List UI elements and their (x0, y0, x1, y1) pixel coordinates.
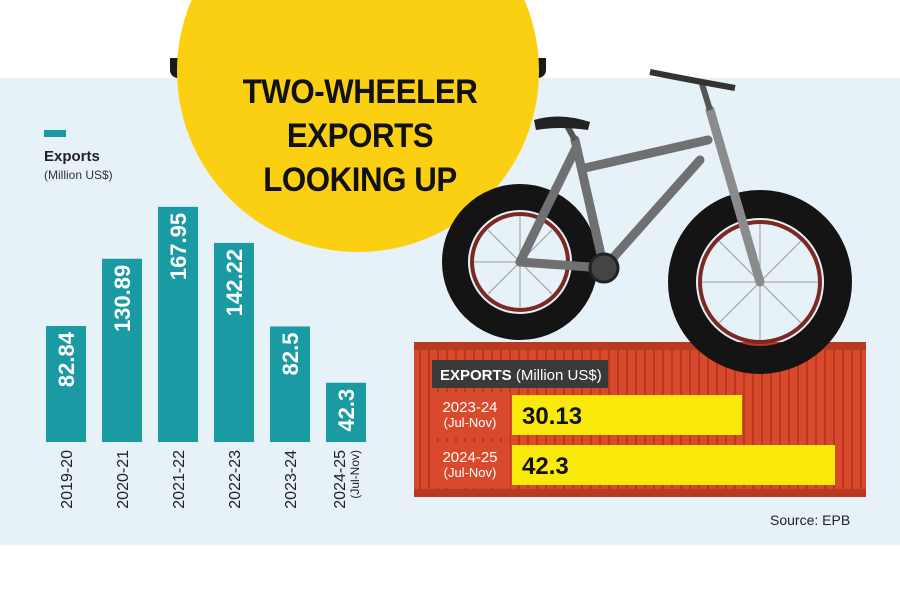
category-label: 2020-21 (115, 450, 132, 509)
bar-value-label: 142.22 (222, 249, 247, 316)
front-fork (705, 105, 765, 287)
title-line-2: EXPORTS (286, 117, 434, 155)
hbar-header-unit: (Million US$) (516, 367, 602, 384)
legend-swatch (44, 130, 66, 137)
category-label: 2023-24 (283, 450, 300, 509)
title-line-3: LOOKING UP (263, 161, 457, 199)
bar-value-label: 82.84 (54, 331, 79, 387)
vertical-bar-chart: 82.84 2019-20 130.89 2020-21 167.95 2021-22 14… (46, 206, 366, 509)
legend-label: Exports (44, 148, 100, 165)
handlebar (649, 69, 736, 91)
legend-unit: (Million US$) (44, 168, 113, 182)
bar-2022-23 (214, 242, 254, 442)
hbar-label-box (430, 392, 510, 438)
hbar-header-bold: EXPORTS (440, 367, 516, 384)
bar-value-label: 42.3 (334, 389, 359, 432)
category-label: 2024-25 (332, 450, 349, 509)
hbar-category-label: 2023-24 (442, 399, 497, 416)
bar-value-label: 82.5 (278, 333, 303, 376)
hbar-header-box (432, 360, 608, 388)
chainring (588, 252, 620, 284)
hbar-bar (512, 445, 835, 485)
category-label: 2022-23 (227, 450, 244, 509)
rear-tire (442, 184, 598, 340)
saddle (534, 116, 590, 130)
bar-2021-22 (158, 206, 198, 442)
bar-value-label: 130.89 (110, 265, 135, 332)
title-line-1: TWO-WHEELER (242, 73, 478, 111)
front-tire (668, 190, 852, 374)
hbar-category-label: 2024-25 (442, 449, 497, 466)
category-label: 2021-22 (171, 450, 188, 509)
category-label: (Jul-Nov) (348, 450, 362, 499)
bar-2024-25 (Jul-Nov) (326, 382, 366, 442)
hbar-category-label: (Jul-Nov) (444, 415, 497, 430)
container-top-rail (414, 342, 866, 350)
chart-title: TWO-WHEELER EXPORTS LOOKING UP (227, 70, 494, 202)
hbar-value-label: 30.13 (522, 403, 582, 430)
source-note: Source: EPB (770, 512, 851, 528)
bar-value-label: 167.95 (166, 213, 191, 280)
bar-2020-21 (102, 258, 142, 442)
container-bottom-rail (414, 489, 866, 497)
hbar-value-label: 42.3 (522, 453, 569, 480)
bar-2019-20 (46, 326, 86, 442)
bar-2023-24 (270, 326, 310, 442)
category-label: 2019-20 (59, 450, 76, 509)
horizontal-bar-chart: EXPORTS (Million US$)2023-24(Jul-Nov) 30.… (430, 360, 835, 488)
hbar-bar (512, 395, 743, 435)
hbar-header: EXPORTS (Million US$) (440, 367, 602, 384)
stem (699, 83, 713, 111)
fat-tire-bicycle-icon (442, 69, 852, 374)
front-rim (698, 220, 822, 344)
hbar-category-label: (Jul-Nov) (444, 465, 497, 480)
hbar-label-box (430, 442, 510, 488)
